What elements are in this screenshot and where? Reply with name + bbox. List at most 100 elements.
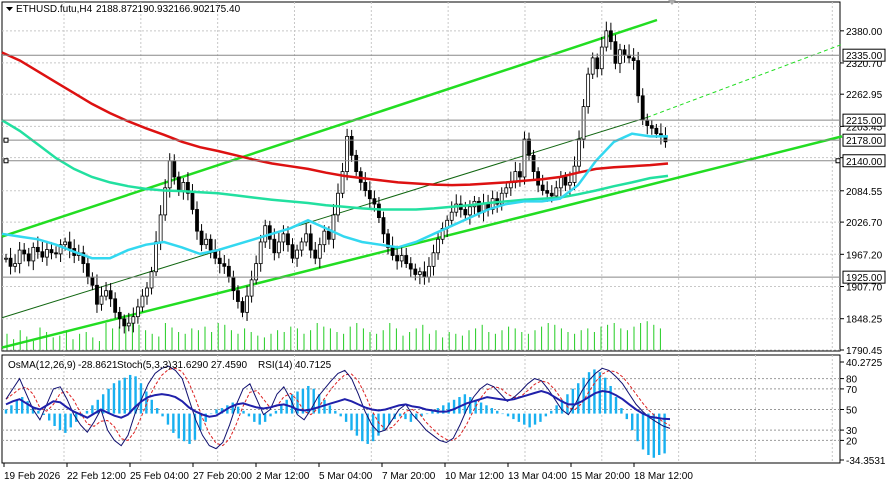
osma-bar — [501, 413, 504, 415]
osma-bar — [415, 413, 418, 420]
candle-bear — [290, 244, 295, 259]
candle-bull — [145, 287, 149, 297]
candle-bear — [531, 154, 536, 172]
candle-bear — [54, 252, 58, 255]
rsi-line — [5, 389, 671, 421]
candle-bull — [181, 182, 186, 191]
candle-bear — [231, 276, 236, 292]
price-level-box — [842, 154, 886, 168]
osma-bar — [64, 413, 67, 433]
osma-bar — [193, 413, 197, 440]
candle-bull — [263, 225, 268, 243]
osma-bar — [528, 413, 531, 428]
osma-bar — [236, 406, 240, 414]
candle-bear — [649, 125, 654, 129]
osma-bar — [609, 385, 612, 414]
price-tick-label: 2380.00 — [846, 27, 883, 38]
candle-bear — [381, 217, 386, 235]
channel-upper-line — [1, 18, 658, 238]
candle-bull — [299, 241, 304, 251]
ohlc-open: 2188.87 — [96, 4, 133, 15]
osma-bar — [312, 388, 315, 414]
candle-bull — [322, 230, 327, 246]
candle-bear — [308, 233, 313, 251]
osma-bar — [269, 413, 272, 417]
osma-bar — [155, 408, 159, 414]
candle-bear — [463, 209, 468, 216]
level-marker — [835, 158, 841, 164]
osma-bar — [47, 413, 51, 421]
candle-bull — [276, 241, 281, 254]
osma-bar — [447, 402, 450, 414]
osma-bar — [328, 405, 332, 414]
time-label: 7 Mar 20:00 — [382, 471, 436, 482]
candle-bull — [581, 106, 586, 140]
candle-bear — [217, 257, 222, 265]
osma-bar — [469, 397, 472, 414]
candle-bear — [108, 290, 113, 300]
candle-bull — [504, 187, 509, 194]
candle-bear — [95, 284, 99, 305]
stoch-value: 31.6290 27.4590 — [172, 360, 248, 371]
time-label: 18 Mar 12:00 — [634, 471, 693, 482]
candle-bear — [90, 276, 95, 286]
candle-bull — [204, 238, 209, 246]
level-marker — [3, 158, 9, 164]
osma-bar — [641, 413, 645, 450]
candle-bear — [377, 203, 381, 219]
main-chart-frame — [1, 1, 841, 352]
horizontal-levels — [2, 54, 841, 278]
candle-bull — [63, 241, 68, 246]
osma-bar — [474, 399, 477, 414]
ind-axis-label: 50 — [846, 406, 858, 417]
osma-bar — [317, 394, 321, 414]
price-tick-label: 2320.70 — [846, 59, 883, 70]
osma-bar — [404, 413, 407, 420]
osma-bar — [307, 385, 310, 414]
trend-channels — [1, 18, 843, 349]
osma-bar — [161, 413, 164, 417]
candle-bear — [367, 190, 372, 200]
osma-bar — [128, 374, 132, 414]
candle-bear — [363, 182, 368, 191]
osma-bar — [166, 413, 170, 425]
price-tick-label: 2262.95 — [846, 90, 883, 101]
candle-bear — [372, 198, 377, 205]
candle-bull — [158, 214, 163, 243]
osma-bar — [593, 369, 596, 414]
candle-bear — [195, 209, 199, 232]
level-marker — [3, 137, 9, 143]
osma-bar — [523, 413, 526, 425]
osma-bar — [91, 405, 94, 414]
osma-bar — [58, 413, 62, 431]
candle-bear — [640, 95, 645, 121]
candle-bull — [99, 295, 104, 305]
price-axis: 2380.002320.702262.952203.452145.702084.… — [668, 0, 886, 357]
osma-bar — [204, 413, 207, 422]
candle-bear — [113, 298, 118, 313]
time-label: 13 Mar 04:00 — [508, 471, 567, 482]
candle-bear — [85, 263, 90, 278]
osma-bar — [560, 399, 564, 414]
time-label: 15 Mar 20:00 — [571, 471, 630, 482]
price-level-box — [842, 270, 886, 284]
candle-bear — [327, 230, 331, 240]
price-tick-label: 2203.45 — [846, 122, 883, 133]
osma-bar — [598, 372, 602, 414]
osma-bar — [139, 383, 143, 414]
candle-bull — [568, 182, 572, 186]
candle-bull — [586, 73, 591, 108]
ma-mid-line — [1, 119, 669, 211]
candle-bear — [267, 225, 272, 240]
osma-bar — [355, 413, 359, 436]
candle-bear — [395, 255, 400, 262]
triangle-down-icon[interactable] — [6, 7, 13, 11]
candle-bull — [126, 322, 131, 327]
osma-bar — [636, 413, 639, 442]
osma-bar — [134, 376, 137, 414]
osma-bar — [490, 408, 494, 414]
osma-bar — [107, 388, 110, 414]
candle-bear — [408, 263, 413, 270]
